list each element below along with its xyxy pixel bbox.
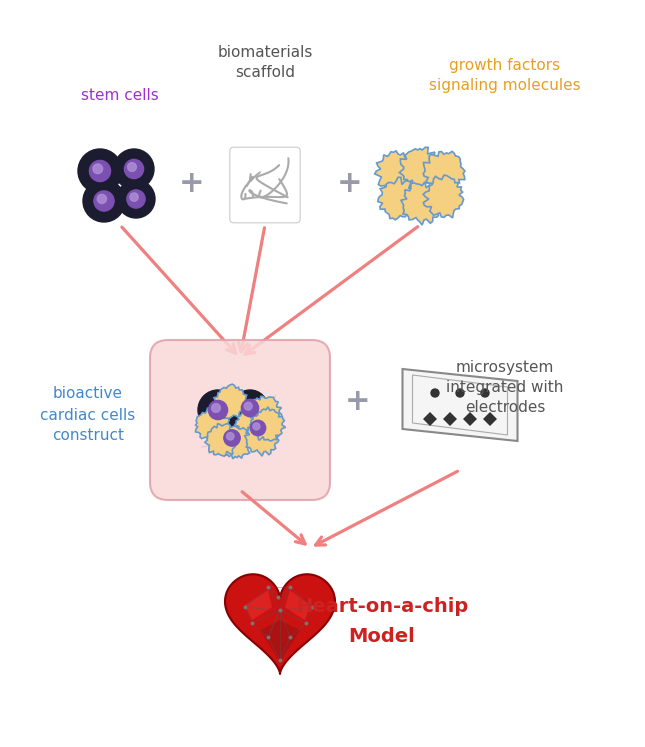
Polygon shape (244, 421, 279, 456)
Polygon shape (219, 426, 252, 459)
Text: stem cells: stem cells (81, 88, 159, 103)
Polygon shape (245, 590, 272, 620)
Polygon shape (423, 152, 465, 192)
Polygon shape (463, 412, 477, 426)
Circle shape (456, 389, 464, 397)
Circle shape (124, 159, 144, 179)
Polygon shape (423, 175, 464, 218)
Circle shape (128, 163, 136, 171)
Text: +: + (345, 388, 371, 417)
Circle shape (93, 164, 103, 173)
Text: +: + (179, 169, 205, 197)
Circle shape (253, 423, 260, 430)
Circle shape (127, 190, 145, 208)
Text: biomaterials
scaffold: biomaterials scaffold (217, 45, 313, 80)
Polygon shape (235, 408, 268, 442)
Text: bioactive
cardiac cells
construct: bioactive cardiac cells construct (41, 386, 135, 444)
Circle shape (130, 193, 138, 201)
Polygon shape (443, 412, 457, 426)
Circle shape (215, 421, 249, 455)
Text: microsystem
integrated with
electrodes: microsystem integrated with electrodes (446, 360, 564, 415)
Circle shape (241, 400, 259, 417)
Polygon shape (402, 369, 517, 441)
Circle shape (431, 389, 439, 397)
Circle shape (83, 180, 125, 222)
Circle shape (232, 390, 268, 426)
Circle shape (224, 430, 240, 446)
Polygon shape (260, 620, 300, 662)
FancyBboxPatch shape (150, 340, 330, 500)
Circle shape (78, 149, 122, 193)
Circle shape (94, 191, 114, 211)
Polygon shape (205, 424, 240, 456)
Circle shape (208, 400, 228, 420)
Polygon shape (249, 397, 282, 430)
Circle shape (117, 180, 155, 218)
Text: growth factors
signaling molecules: growth factors signaling molecules (429, 58, 580, 93)
Polygon shape (250, 407, 286, 441)
Text: Model: Model (349, 627, 415, 645)
Circle shape (242, 412, 274, 444)
Polygon shape (401, 182, 442, 225)
Polygon shape (285, 590, 310, 620)
Circle shape (90, 161, 110, 182)
Polygon shape (375, 151, 417, 191)
Circle shape (212, 403, 221, 412)
Polygon shape (214, 384, 246, 418)
Circle shape (198, 390, 238, 430)
Polygon shape (195, 408, 229, 441)
Polygon shape (399, 147, 440, 187)
Circle shape (244, 402, 252, 410)
Circle shape (481, 389, 489, 397)
Polygon shape (423, 412, 437, 426)
Text: +: + (337, 169, 362, 197)
Circle shape (114, 149, 154, 189)
Circle shape (97, 194, 106, 203)
Circle shape (250, 421, 266, 436)
Polygon shape (378, 177, 419, 220)
Polygon shape (225, 574, 335, 674)
Text: Heart-on-a-chip: Heart-on-a-chip (296, 597, 468, 616)
Circle shape (226, 433, 234, 440)
Polygon shape (483, 412, 497, 426)
